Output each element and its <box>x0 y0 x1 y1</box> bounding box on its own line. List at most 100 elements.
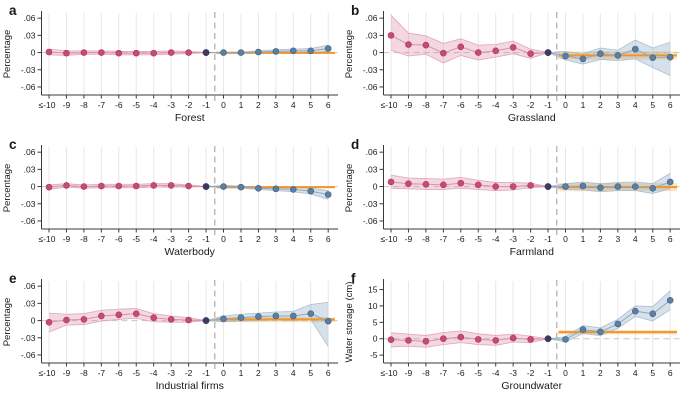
pre-point <box>45 48 53 56</box>
y-tick-label: .06 <box>366 147 378 157</box>
pre-band-edge-lower <box>48 186 207 190</box>
post-band-edge-lower <box>547 186 671 194</box>
x-axis-title: Forest <box>175 112 205 124</box>
pre-point <box>132 182 140 190</box>
x-tick-label: 1 <box>239 368 244 378</box>
y-axis-title: Percentage <box>2 30 13 79</box>
pre-point <box>440 335 447 343</box>
post-point <box>614 320 622 328</box>
pre-point <box>80 183 88 190</box>
x-tick-label: 5 <box>308 368 313 378</box>
post-point <box>562 336 569 343</box>
post-point <box>255 313 262 320</box>
y-tick-label: 10 <box>368 301 378 311</box>
x-tick-label: -3 <box>509 368 517 378</box>
x-tick-label: ≤-10 <box>39 234 56 244</box>
x-tick-label: -7 <box>440 234 448 244</box>
post-point <box>237 49 245 56</box>
pre-point <box>98 312 105 320</box>
x-tick-label: 2 <box>256 234 261 244</box>
x-tick-label: -8 <box>80 368 88 378</box>
post-band-edge-upper <box>205 301 329 321</box>
x-tick-label: -9 <box>63 368 71 378</box>
x-tick-label: -9 <box>63 100 71 110</box>
x-tick-label: ≤-10 <box>381 100 398 110</box>
x-tick-label: 6 <box>668 368 673 378</box>
pre-point <box>185 182 192 190</box>
pre-point <box>185 49 192 56</box>
x-tick-label: -3 <box>167 368 175 378</box>
post-point <box>666 178 674 186</box>
pre-point <box>45 318 53 326</box>
panel-b: .06 .03 0 -.03 -.06 ≤-10 -9 -8 -7 -6 -5 -4 -3 -2 -1 0 1 2… <box>342 0 685 134</box>
panel-e-chart: .06 .03 0 -.03 -.06≤-10 -9 -8 -7 -6 -5 -4 -3 -2 -1 0 1 2… <box>2 271 340 392</box>
x-tick-label: -8 <box>422 100 430 110</box>
pre-point <box>527 336 534 343</box>
x-tick-label: 4 <box>633 100 638 110</box>
x-axis-title: Farmland <box>510 246 555 258</box>
x-tick-label: ≤-10 <box>39 100 56 110</box>
post-point <box>324 317 332 325</box>
pre-point <box>457 43 465 51</box>
y-tick-label: -.06 <box>21 350 36 360</box>
panel-b-chart: .06 .03 0 -.03 -.06≤-10 -9 -8 -7 -6 -5 -4 -3 -2 -1 0 1 2… <box>344 3 682 124</box>
x-tick-label: -3 <box>167 234 175 244</box>
pre-point <box>150 182 157 189</box>
x-tick-label: 4 <box>291 368 296 378</box>
x-tick-label: 5 <box>650 100 655 110</box>
pre-point <box>405 337 412 344</box>
x-tick-label: -5 <box>474 234 482 244</box>
post-point <box>289 47 297 55</box>
y-tick-label: 0 <box>373 334 378 344</box>
pre-band <box>391 15 549 63</box>
x-tick-label: -6 <box>115 100 123 110</box>
y-tick-label: -.03 <box>363 65 378 75</box>
pre-point <box>387 336 395 344</box>
y-tick-label: 0 <box>31 48 36 58</box>
x-tick-label: -2 <box>527 368 535 378</box>
x-tick-label: -1 <box>202 100 210 110</box>
x-tick-label: -4 <box>492 368 500 378</box>
post-band-edge-lower <box>547 52 671 76</box>
pre-point <box>422 41 430 49</box>
panel-e: .06 .03 0 -.03 -.06 ≤-10 -9 -8 -7 -6 -5 -4 -3 -2 -1 0 1 2… <box>0 268 342 403</box>
post-point <box>579 182 587 190</box>
x-tick-label: -5 <box>132 100 140 110</box>
x-tick-label: 1 <box>581 234 586 244</box>
post-point <box>631 183 639 190</box>
pre-line <box>48 184 207 188</box>
pre-band-edge-upper <box>48 48 207 53</box>
reference-point <box>544 335 552 343</box>
pre-point <box>132 49 140 57</box>
post-point <box>307 187 315 195</box>
x-tick-label: 6 <box>668 234 673 244</box>
x-tick-label: -8 <box>422 234 430 244</box>
y-tick-label: -.06 <box>21 82 36 92</box>
reference-point <box>202 317 210 325</box>
pre-point <box>185 316 192 324</box>
y-tick-label: .06 <box>24 281 36 291</box>
x-tick-label: 5 <box>650 234 655 244</box>
post-point <box>631 45 639 53</box>
post-point <box>237 183 245 191</box>
y-tick-label: .06 <box>24 13 36 23</box>
post-point <box>324 191 332 198</box>
post-point <box>614 183 622 190</box>
pre-point <box>492 337 499 344</box>
panel-a: .06 .03 0 -.03 -.06 ≤-10 -9 -8 -7 -6 -5 -4 -3 -2 -1 0 1 2… <box>0 0 342 134</box>
post-point <box>289 186 297 193</box>
x-tick-label: -8 <box>80 100 88 110</box>
post-point <box>579 55 587 63</box>
x-tick-label: -4 <box>150 368 158 378</box>
pre-line <box>48 51 207 54</box>
post-band <box>548 39 671 76</box>
post-point <box>579 326 587 333</box>
y-tick-label: -.03 <box>363 199 378 209</box>
x-tick-label: 5 <box>308 100 313 110</box>
y-tick-label: 0 <box>373 182 378 192</box>
x-tick-label: -2 <box>527 234 535 244</box>
pre-point <box>98 182 105 190</box>
y-tick-label: 5 <box>373 317 378 327</box>
x-tick-label: -6 <box>115 368 123 378</box>
x-tick-label: -2 <box>185 368 193 378</box>
